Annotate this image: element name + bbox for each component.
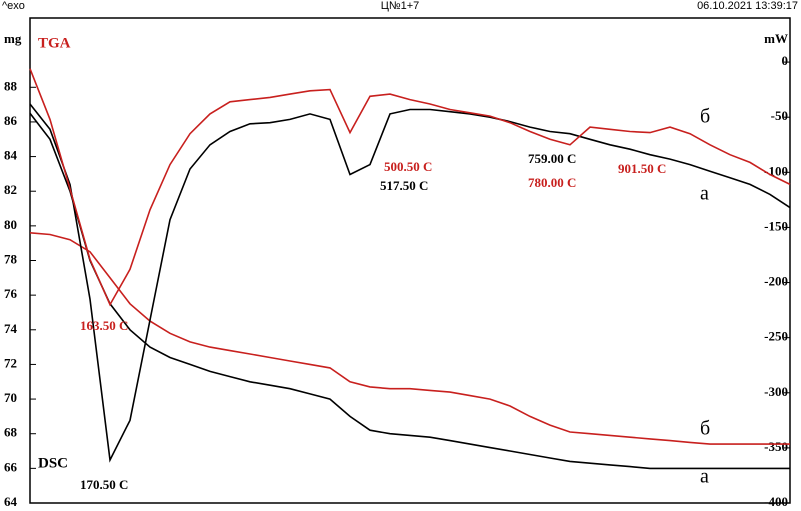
series-label: а xyxy=(700,183,709,205)
annotation: 170.50 C xyxy=(80,477,128,492)
y-tick-label: 66 xyxy=(4,459,18,474)
y-tick-label: 82 xyxy=(4,182,17,197)
header-center: Ц№1+7 xyxy=(381,0,420,12)
annotation: 901.50 C xyxy=(618,161,666,176)
line-series xyxy=(29,103,791,463)
y-axis-label: mg xyxy=(4,31,22,46)
header-right: 06.10.2021 13:39:17 xyxy=(697,0,798,12)
series-label: б xyxy=(700,418,710,440)
y2-tick-label: -150 xyxy=(764,218,788,233)
y2-tick-label: -100 xyxy=(764,163,788,178)
y-tick-label: 64 xyxy=(4,494,18,509)
y2-tick-label: -250 xyxy=(764,329,788,344)
y2-tick-label: -200 xyxy=(764,274,788,289)
y-tick-label: 76 xyxy=(4,286,18,301)
y-tick-label: 74 xyxy=(4,321,18,336)
y-tick-label: 84 xyxy=(4,148,18,163)
annotation: 780.00 C xyxy=(528,175,576,190)
y2-tick-label: 0 xyxy=(782,53,789,68)
annotation: 517.50 C xyxy=(380,178,428,193)
y-tick-label: 72 xyxy=(4,355,17,370)
header-left: ^exo xyxy=(2,0,25,12)
y-tick-label: 80 xyxy=(4,217,17,232)
y-tick-label: 68 xyxy=(4,425,18,440)
tga-label: TGA xyxy=(38,35,71,51)
y-tick-label: 70 xyxy=(4,390,17,405)
y2-tick-label: -350 xyxy=(764,439,788,454)
y-tick-label: 86 xyxy=(4,113,18,128)
annotation: 163.50 C xyxy=(80,318,128,333)
annotation: 759.00 C xyxy=(528,151,576,166)
y2-tick-label: -400 xyxy=(764,494,788,509)
line-series xyxy=(29,68,791,307)
y-tick-label: 78 xyxy=(4,251,18,266)
line-series xyxy=(29,112,790,470)
y2-tick-label: -300 xyxy=(764,384,788,399)
line-series xyxy=(29,232,790,445)
y2-axis-label: mW xyxy=(764,31,788,46)
annotation: 500.50 C xyxy=(384,159,432,174)
series-label: а xyxy=(700,466,709,488)
y-tick-label: 88 xyxy=(4,78,18,93)
series-label: б xyxy=(700,106,710,128)
dsc-label: DSC xyxy=(38,455,68,471)
y2-tick-label: -50 xyxy=(771,108,788,123)
